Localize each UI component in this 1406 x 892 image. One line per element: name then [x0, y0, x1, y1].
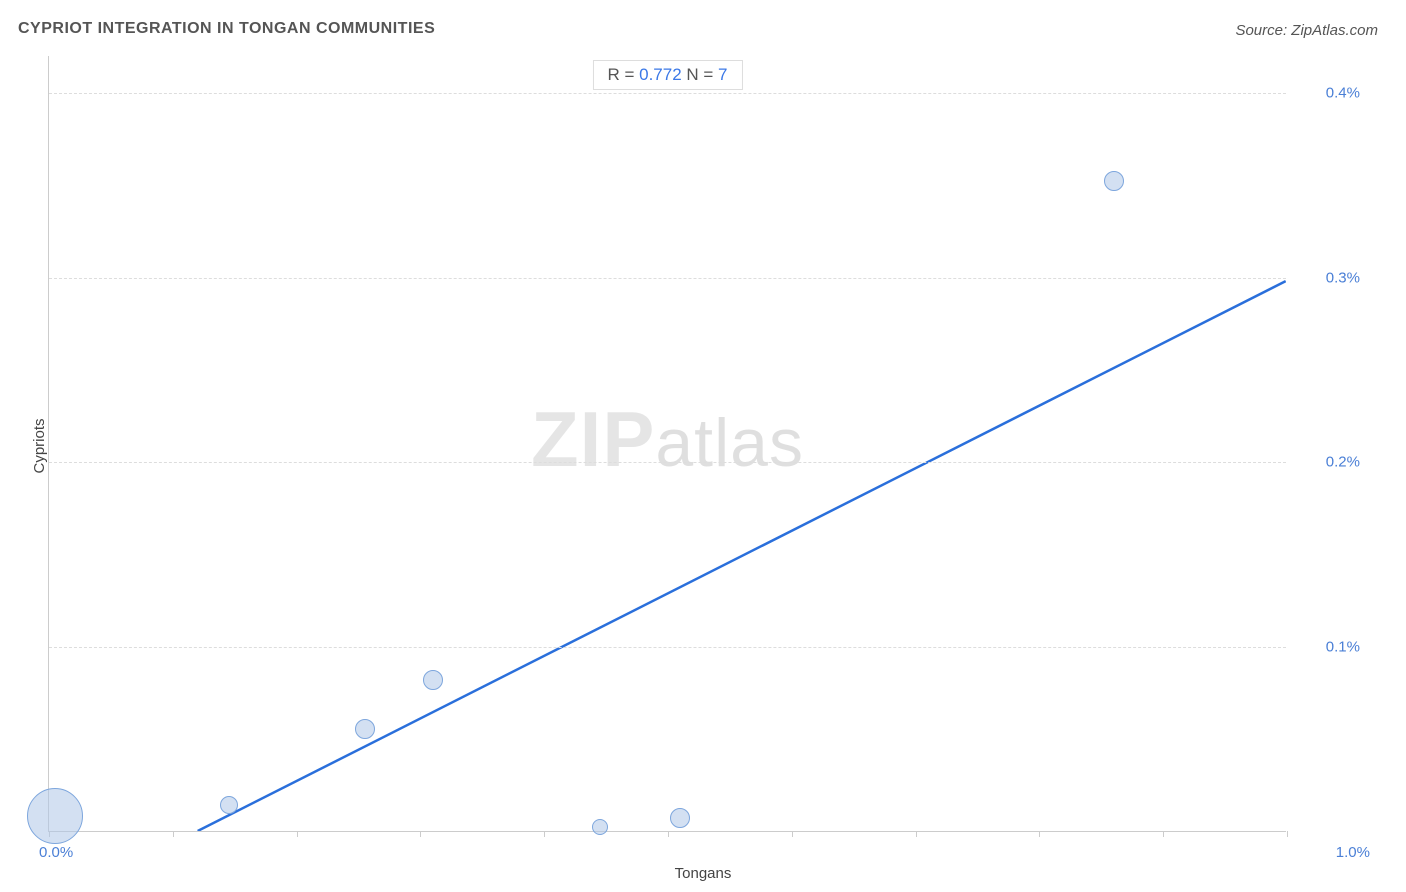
n-value: 7: [718, 65, 727, 84]
n-label: N =: [682, 65, 718, 84]
r-label: R =: [607, 65, 639, 84]
x-tick-label: 0.0%: [39, 844, 73, 861]
gridline-y: [49, 462, 1286, 463]
data-bubble: [27, 788, 83, 844]
y-tick-label: 0.2%: [1300, 454, 1360, 471]
x-tick-label: 1.0%: [1336, 844, 1370, 861]
x-tick-mark: [792, 831, 793, 837]
gridline-y: [49, 278, 1286, 279]
data-bubble: [220, 796, 238, 814]
x-tick-mark: [1163, 831, 1164, 837]
gridline-y: [49, 647, 1286, 648]
trendline: [49, 56, 1286, 831]
data-bubble: [355, 719, 375, 739]
y-axis-label: Cypriots: [31, 418, 48, 473]
r-value: 0.772: [639, 65, 682, 84]
watermark-atlas: atlas: [655, 404, 804, 480]
scatter-plot-area: R = 0.772 N = 7 ZIPatlas 0.1%0.2%0.3%0.4…: [48, 56, 1286, 832]
x-tick-mark: [1039, 831, 1040, 837]
y-tick-label: 0.1%: [1300, 639, 1360, 656]
gridline-y: [49, 93, 1286, 94]
x-tick-mark: [173, 831, 174, 837]
data-bubble: [1104, 171, 1124, 191]
x-tick-mark: [420, 831, 421, 837]
stats-legend: R = 0.772 N = 7: [592, 60, 742, 90]
x-tick-mark: [916, 831, 917, 837]
source-credit: Source: ZipAtlas.com: [1235, 22, 1378, 39]
x-tick-mark: [668, 831, 669, 837]
watermark: ZIPatlas: [531, 393, 804, 484]
data-bubble: [423, 670, 443, 690]
x-tick-mark: [1287, 831, 1288, 837]
x-axis-label: Tongans: [675, 865, 732, 882]
y-tick-label: 0.3%: [1300, 269, 1360, 286]
y-tick-label: 0.4%: [1300, 84, 1360, 101]
data-bubble: [592, 819, 608, 835]
data-bubble: [670, 808, 690, 828]
x-tick-mark: [297, 831, 298, 837]
chart-title: CYPRIOT INTEGRATION IN TONGAN COMMUNITIE…: [18, 20, 435, 38]
watermark-zip: ZIP: [531, 394, 655, 482]
x-tick-mark: [544, 831, 545, 837]
